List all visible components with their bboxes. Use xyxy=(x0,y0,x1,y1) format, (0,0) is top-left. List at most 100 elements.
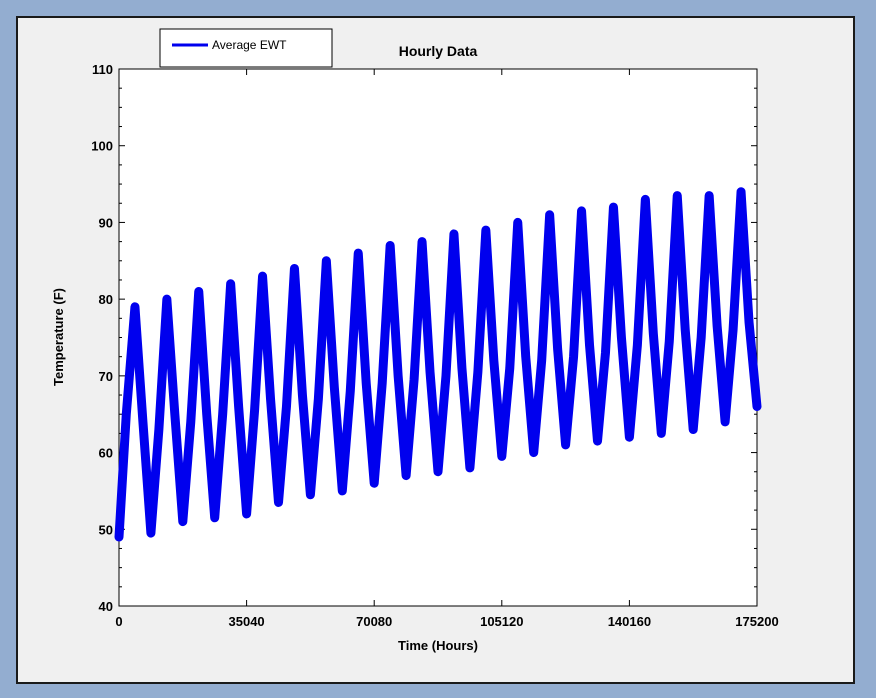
data-point xyxy=(555,347,560,352)
data-point xyxy=(755,404,759,409)
data-point xyxy=(252,408,257,413)
y-tick-label: 110 xyxy=(92,62,113,77)
data-point xyxy=(148,531,153,536)
data-point xyxy=(563,442,568,447)
data-point xyxy=(507,366,512,371)
data-point xyxy=(523,354,528,359)
data-point xyxy=(316,396,321,401)
data-point xyxy=(699,335,704,340)
data-point xyxy=(276,500,281,505)
data-point xyxy=(603,350,608,355)
data-point xyxy=(467,465,472,470)
data-point xyxy=(188,419,193,424)
data-point xyxy=(643,197,648,202)
data-point xyxy=(364,381,369,386)
data-point xyxy=(396,373,401,378)
y-tick-label: 50 xyxy=(99,522,113,537)
data-point xyxy=(268,396,273,401)
data-point xyxy=(324,258,329,263)
y-tick-label: 40 xyxy=(99,599,113,614)
data-point xyxy=(459,366,464,371)
data-point xyxy=(731,327,736,332)
data-point xyxy=(332,385,337,390)
data-point xyxy=(412,377,417,382)
data-point xyxy=(220,412,225,417)
data-point xyxy=(451,231,456,236)
data-point xyxy=(388,243,393,248)
data-point xyxy=(196,289,201,294)
data-point xyxy=(723,419,728,424)
data-point xyxy=(124,412,129,417)
y-axis-label: Temperature (F) xyxy=(51,288,66,386)
data-point xyxy=(707,193,712,198)
data-point xyxy=(308,492,313,497)
y-tick-label: 60 xyxy=(99,446,113,461)
data-point xyxy=(659,431,664,436)
data-point xyxy=(117,534,121,539)
x-tick-label: 175200 xyxy=(735,614,778,629)
data-point xyxy=(571,354,576,359)
data-point xyxy=(547,212,552,217)
y-tick-label: 90 xyxy=(99,215,113,230)
data-point xyxy=(292,266,297,271)
data-point xyxy=(531,450,536,455)
data-point xyxy=(180,519,185,524)
data-point xyxy=(372,481,377,486)
data-point xyxy=(499,454,504,459)
plot-area xyxy=(118,68,758,607)
y-tick-label: 100 xyxy=(91,139,113,154)
data-point xyxy=(475,370,480,375)
x-tick-label: 35040 xyxy=(229,614,265,629)
data-point xyxy=(579,208,584,213)
data-point xyxy=(404,473,409,478)
x-axis-label: Time (Hours) xyxy=(398,638,478,653)
x-tick-label: 140160 xyxy=(608,614,651,629)
data-point xyxy=(611,205,616,210)
x-tick-label: 0 xyxy=(115,614,122,629)
data-point xyxy=(236,404,241,409)
data-point xyxy=(436,469,440,474)
data-point xyxy=(204,412,209,417)
data-point xyxy=(483,228,488,233)
data-point xyxy=(420,239,425,244)
data-point xyxy=(443,373,448,378)
legend-label-average-ewt: Average EWT xyxy=(212,38,287,52)
legend-box xyxy=(159,28,333,68)
data-point xyxy=(651,331,656,336)
data-point xyxy=(539,358,544,363)
data-point xyxy=(691,427,696,432)
data-point xyxy=(683,327,688,332)
data-point xyxy=(164,297,169,302)
y-tick-label: 80 xyxy=(99,292,113,307)
data-point xyxy=(244,511,249,516)
legend: Average EWT xyxy=(159,28,333,68)
data-point xyxy=(627,435,632,440)
x-tick-label: 105120 xyxy=(480,614,523,629)
data-point xyxy=(595,439,600,444)
data-point xyxy=(340,488,345,493)
data-point xyxy=(491,358,496,363)
x-tick-label: 70080 xyxy=(356,614,392,629)
y-tick-label: 70 xyxy=(99,369,113,384)
data-point xyxy=(675,193,680,198)
data-point xyxy=(587,343,592,348)
data-point xyxy=(228,281,233,286)
data-point xyxy=(747,320,752,325)
data-point xyxy=(260,274,265,279)
data-point xyxy=(284,404,289,409)
data-point xyxy=(715,323,720,328)
data-point xyxy=(356,251,361,256)
data-point xyxy=(635,343,640,348)
data-point xyxy=(212,515,217,520)
data-point xyxy=(172,412,177,417)
data-point xyxy=(667,339,672,344)
series-layer xyxy=(114,187,762,542)
data-point xyxy=(380,381,385,386)
data-point xyxy=(156,427,161,432)
data-point xyxy=(132,304,137,309)
data-point xyxy=(428,370,433,375)
data-point xyxy=(739,189,744,194)
data-point xyxy=(515,220,520,225)
data-point xyxy=(140,419,145,424)
